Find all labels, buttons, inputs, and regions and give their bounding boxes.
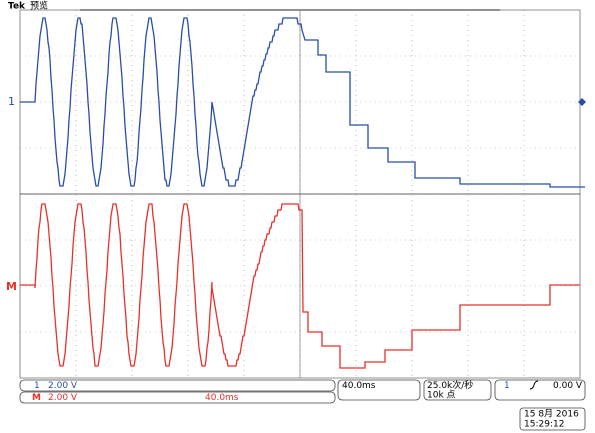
sample-rate: 25.0k次/秒	[427, 379, 473, 391]
record-length: 10k 点	[427, 390, 456, 401]
date: 15 8月 2016	[524, 409, 579, 420]
trigger-slope-icon	[530, 381, 538, 389]
timebase: 40.0ms	[342, 381, 376, 391]
time: 15:29:12	[524, 420, 564, 430]
trigger-level: 0.00 V	[553, 381, 583, 391]
math-scale: 2.00 V	[48, 393, 78, 403]
scope-screen: Tek 预览 1 M 1 2.00 V M 2.00 V 40.0ms 40.0…	[0, 0, 595, 433]
ch1-scale: 2.00 V	[48, 381, 78, 391]
channel1-waveform	[20, 18, 585, 187]
math-marker: M	[6, 280, 17, 293]
trigger-source: 1	[504, 381, 510, 391]
trigger-level-marker	[578, 98, 586, 106]
channel1-marker: 1	[8, 95, 15, 108]
math-time: 40.0ms	[205, 393, 239, 403]
math-label: M	[32, 393, 41, 403]
ch1-label: 1	[34, 381, 40, 391]
